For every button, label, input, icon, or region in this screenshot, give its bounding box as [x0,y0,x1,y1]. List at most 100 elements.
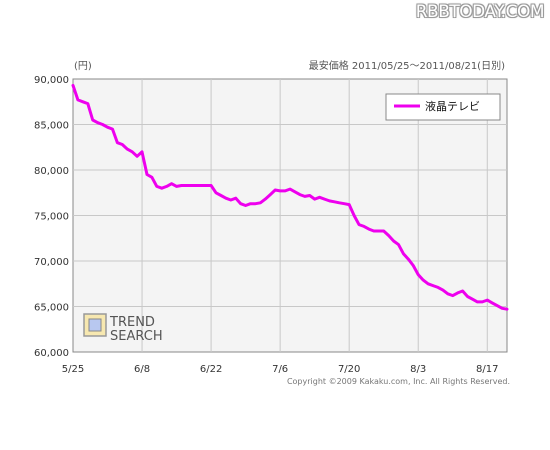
data-point [195,184,198,187]
data-point [214,191,218,194]
data-point [446,292,449,295]
data-point [436,286,440,289]
data-point [249,202,252,205]
x-tick-label: 5/25 [62,364,84,375]
data-point [175,185,178,188]
data-point [239,202,242,205]
price-range-label: 最安価格 2011/05/25～2011/08/21(日別) [309,59,505,72]
data-point [426,282,430,285]
data-point [160,187,163,190]
data-point [407,258,410,261]
data-point [145,173,149,176]
y-tick-label: 90,000 [34,75,69,86]
data-point [451,294,454,297]
data-point [348,203,351,206]
y-tick-label: 65,000 [34,303,69,314]
data-point [308,194,311,197]
data-point [352,214,356,217]
data-point [71,84,75,87]
data-point [91,118,94,122]
data-point [402,252,405,255]
watermark-line-1: TREND [109,315,155,330]
data-point [387,234,390,237]
data-point [205,184,208,187]
data-point [461,289,464,293]
data-point [190,184,193,187]
data-point [412,264,415,267]
data-point [495,304,499,307]
data-point [86,102,90,105]
data-point [392,239,395,243]
legend: 液晶テレビ [385,93,501,121]
x-tick-label: 6/8 [134,364,150,375]
data-point [229,198,232,202]
data-point [116,141,119,144]
data-point [293,190,297,193]
data-point [278,189,282,193]
data-point [76,98,80,102]
legend-label: 液晶テレビ [425,99,480,113]
x-tick-label: 8/3 [410,364,426,375]
data-point [382,229,385,233]
y-tick-label: 60,000 [34,348,69,359]
data-point [466,295,469,298]
data-point [219,194,223,197]
data-point [234,197,237,200]
data-point [155,185,158,188]
data-point [288,187,292,191]
data-point [96,121,99,124]
data-point [362,225,366,228]
x-tick-label: 7/20 [338,364,360,375]
data-point [150,176,154,179]
y-tick-label: 85,000 [34,121,69,132]
y-tick-label: 75,000 [34,212,69,223]
data-point [328,199,331,203]
data-point [106,126,109,129]
data-point [185,184,188,187]
data-point [313,197,316,201]
data-point [121,143,124,146]
x-tick-label: 6/22 [200,364,222,375]
data-point [323,197,326,201]
data-point [486,298,489,302]
data-point [264,197,267,201]
x-axis-ticks: 5/25 6/8 6/22 7/6 7/20 8/3 8/17 [62,364,499,375]
site-logo[interactable]: RBBTODAY.COM [415,2,545,22]
grid-lines [73,79,507,352]
data-point [441,288,445,292]
data-point [417,273,420,276]
data-point [209,184,213,187]
watermark-line-2: SEARCH [110,329,163,344]
data-point [131,150,134,153]
data-point [101,123,104,126]
data-point [372,229,375,233]
data-point [283,189,287,193]
data-point [259,201,262,204]
data-point [200,184,203,187]
copyright-text: Copyright ©2009 Kakaku.com, Inc. All Rig… [287,377,510,386]
data-point [333,200,336,203]
data-point [298,193,302,196]
data-point [318,196,321,199]
data-point [377,229,380,233]
data-point [111,127,114,131]
data-point [338,201,341,204]
data-point [269,193,272,196]
data-point [244,204,247,207]
data-point [357,223,361,226]
data-point [505,308,509,311]
y-axis-unit-label: (円) [74,61,92,72]
data-point [343,202,346,205]
data-point [431,284,435,287]
data-point [165,185,168,188]
data-point [397,243,400,246]
data-point [274,188,277,192]
y-tick-label: 70,000 [34,257,69,268]
data-point [491,301,494,305]
data-point [422,278,425,282]
y-tick-label: 80,000 [34,166,69,177]
data-point [500,307,504,310]
data-point [126,147,129,151]
series-layer [71,83,509,311]
